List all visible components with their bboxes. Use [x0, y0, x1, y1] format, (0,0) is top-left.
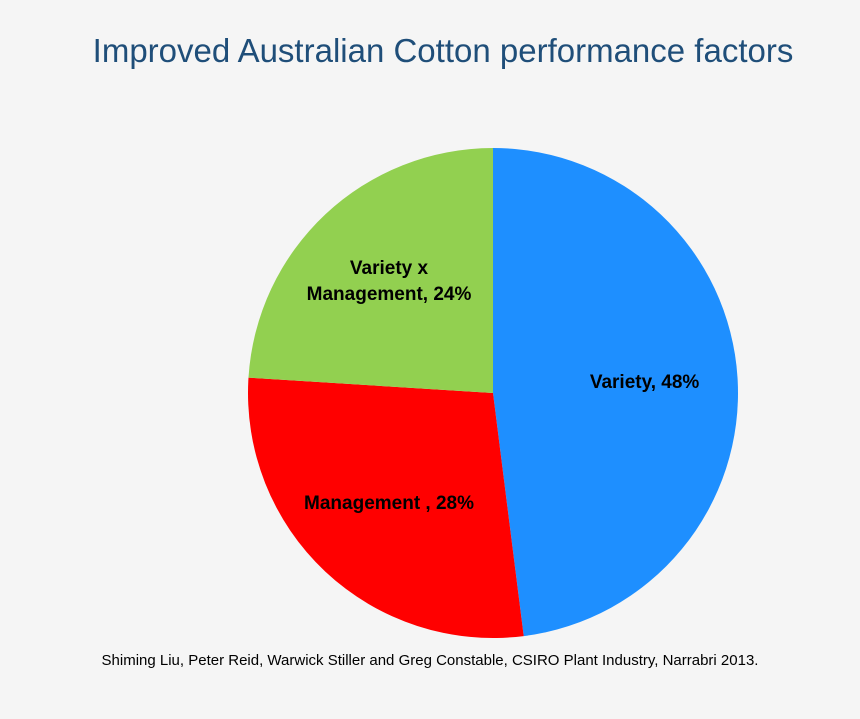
pie-slice — [248, 148, 493, 393]
pie-slice — [493, 148, 738, 637]
source-note: Shiming Liu, Peter Reid, Warwick Stiller… — [101, 652, 759, 669]
slice-label: Variety, 48% — [589, 372, 700, 394]
chart-title: Improved Australian Cotton performance f… — [92, 32, 794, 69]
slice-label: Management , 28% — [304, 492, 475, 514]
slice-label: Variety x Management, 24% — [306, 258, 472, 306]
pie-slice — [248, 377, 524, 638]
